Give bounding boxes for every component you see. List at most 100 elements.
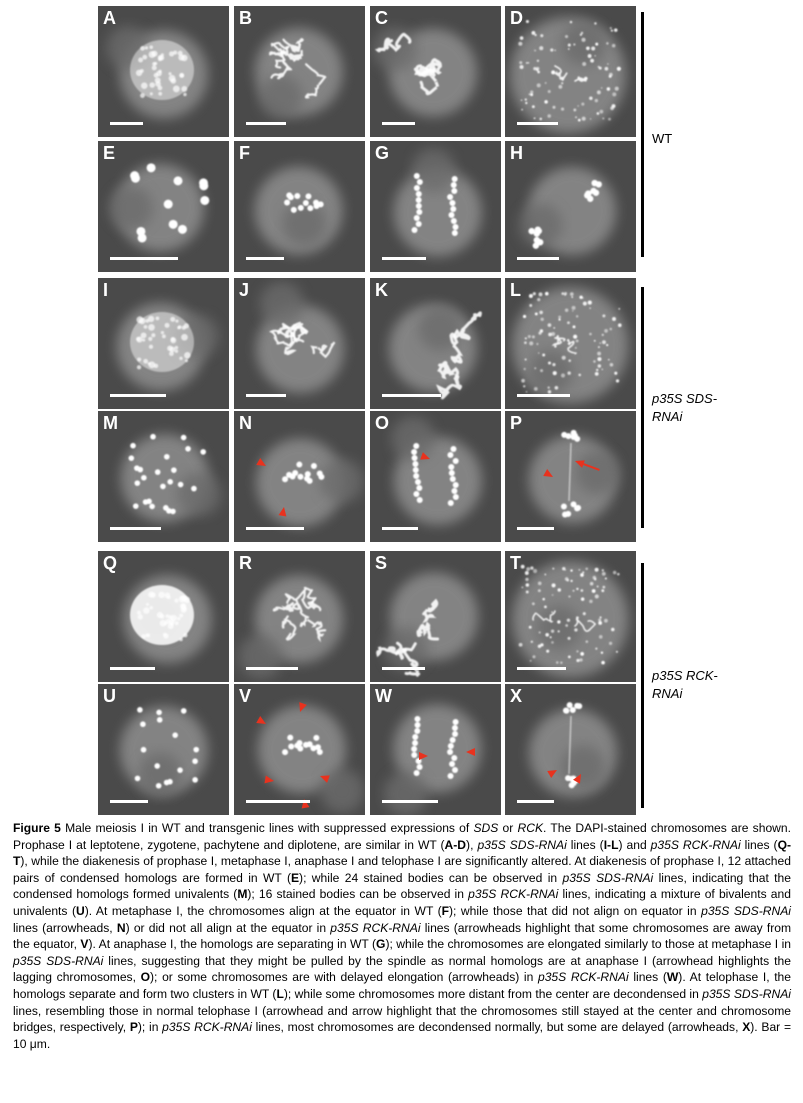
caption-segment: p35S RCK-RNAi [468,887,559,902]
caption-segment: SDS [473,821,499,835]
panel-label: U [103,686,116,706]
panel-label: E [103,143,116,163]
micrograph-image [98,551,229,682]
arrowhead-marker [420,452,430,460]
arrowhead-marker [419,752,428,760]
arrowhead-marker [575,460,600,471]
micrograph-panel-q: Q [98,551,229,682]
caption-segment: L [276,986,284,1001]
micrograph-panel-a: A [98,6,229,137]
panel-label: H [510,143,523,163]
arrowhead-marker [466,748,475,756]
panel-label: D [510,8,523,28]
scale-bar [382,257,426,260]
micrograph-panel-s: S [370,551,501,682]
caption-segment: ); while those that did not align on equ… [449,903,702,918]
caption-segment: V [80,937,89,952]
caption-segment: A-D [444,837,467,852]
caption-segment: F [441,903,450,918]
scale-bar [110,800,148,803]
arrowhead-marker [264,775,274,784]
arrowhead-marker [256,458,266,466]
micrograph-panel-d: D [505,6,636,137]
group-label-line2: RNAi [652,686,683,701]
micrograph-image [234,141,365,272]
arrowhead-marker [278,507,287,517]
caption-segment: lines, indicating a mixture of bivalents… [13,887,791,918]
caption-segment: or [498,821,518,835]
micrograph-image [370,278,501,409]
panel-label: P [510,413,523,433]
micrograph-panel-j: J [234,278,365,409]
arrowhead-marker [299,702,307,712]
caption-segment: lines (arrowheads highlight that some ch… [13,920,792,952]
scale-bar [110,122,143,125]
scale-bar [517,667,566,670]
micrograph-image [370,141,501,272]
caption-segment: p35S RCK-RNAi [330,920,421,935]
micrograph-panel-e: E [98,141,229,272]
panel-label: G [375,143,390,163]
micrograph-image [234,684,365,815]
caption-segment: ); 16 stained bodies can be observed in [247,887,469,902]
caption-segment: M [237,887,248,902]
panel-label: O [375,413,390,433]
caption-segment: ), [466,837,478,852]
panel-label: N [239,413,252,433]
scale-bar [382,800,438,803]
panel-label: T [510,553,521,573]
scale-bar [246,257,284,260]
caption-segment: ) and [618,837,651,852]
scale-bar [382,122,415,125]
panel-label: K [375,280,388,300]
micrograph-panel-m: M [98,411,229,542]
caption-segment: Male meiosis I in WT and transgenic line… [60,821,474,835]
figure-5: A B C D E F G H I J K L M N O P Q R S T U V W X WT p35S SDS- RNAi p… [98,6,718,815]
caption-segment: . The DAPI-stained chromosomes are shown… [13,821,791,852]
caption-segment: p35S SDS-RNAi [701,903,791,918]
micrograph-panel-u: U [98,684,229,815]
caption-segment: ). Bar = 10 μm. [13,1020,792,1051]
group-bracket [641,563,644,808]
micrograph-image [505,6,636,137]
arrowhead-marker [573,774,581,784]
scale-bar [110,394,166,397]
micrograph-image [505,278,636,409]
micrograph-image [505,411,636,542]
micrograph-image [505,141,636,272]
caption-segment: U [75,903,85,918]
panel-label: V [239,686,252,706]
group-label: p35S SDS- [652,391,718,406]
caption-segment: p35S RCK-RNAi [162,1020,252,1035]
panel-label: F [239,143,250,163]
caption-segment: ); in [137,1020,163,1035]
caption-segment: ); while some chromosomes more distant f… [283,986,703,1001]
group-label: p35S RCK- [652,668,718,683]
micrograph-panel-v: V [234,684,365,815]
panel-label: W [375,686,392,706]
micrograph-panel-b: B [234,6,365,137]
caption-segment: ); or some chromosomes are with delayed … [150,970,538,985]
caption-segment: X [742,1020,751,1035]
scale-bar [110,257,178,260]
panel-label: B [239,8,252,28]
panel-label: I [103,280,109,300]
caption-segment: lines, indicating that the condensed hom… [13,870,791,902]
scale-bar [246,527,304,530]
caption-segment: ); while the chromosomes are elongated s… [385,937,791,952]
panel-label: R [239,553,252,573]
arrowhead-marker [543,469,553,477]
panel-label: S [375,553,388,573]
panel-label: A [103,8,116,28]
caption-segment: lines, suggesting that they might be pul… [13,953,791,985]
caption-segment: O [140,970,151,985]
scale-bar [110,667,155,670]
scale-bar [517,122,558,125]
panel-label: L [510,280,521,300]
caption-segment: W [666,970,679,985]
group-bracket [641,12,644,257]
micrograph-image [370,684,501,815]
caption-segment: ). At metaphase I, the chromosomes align… [84,903,442,918]
micrograph-image [505,684,636,815]
caption-segment: lines ( [628,970,667,985]
